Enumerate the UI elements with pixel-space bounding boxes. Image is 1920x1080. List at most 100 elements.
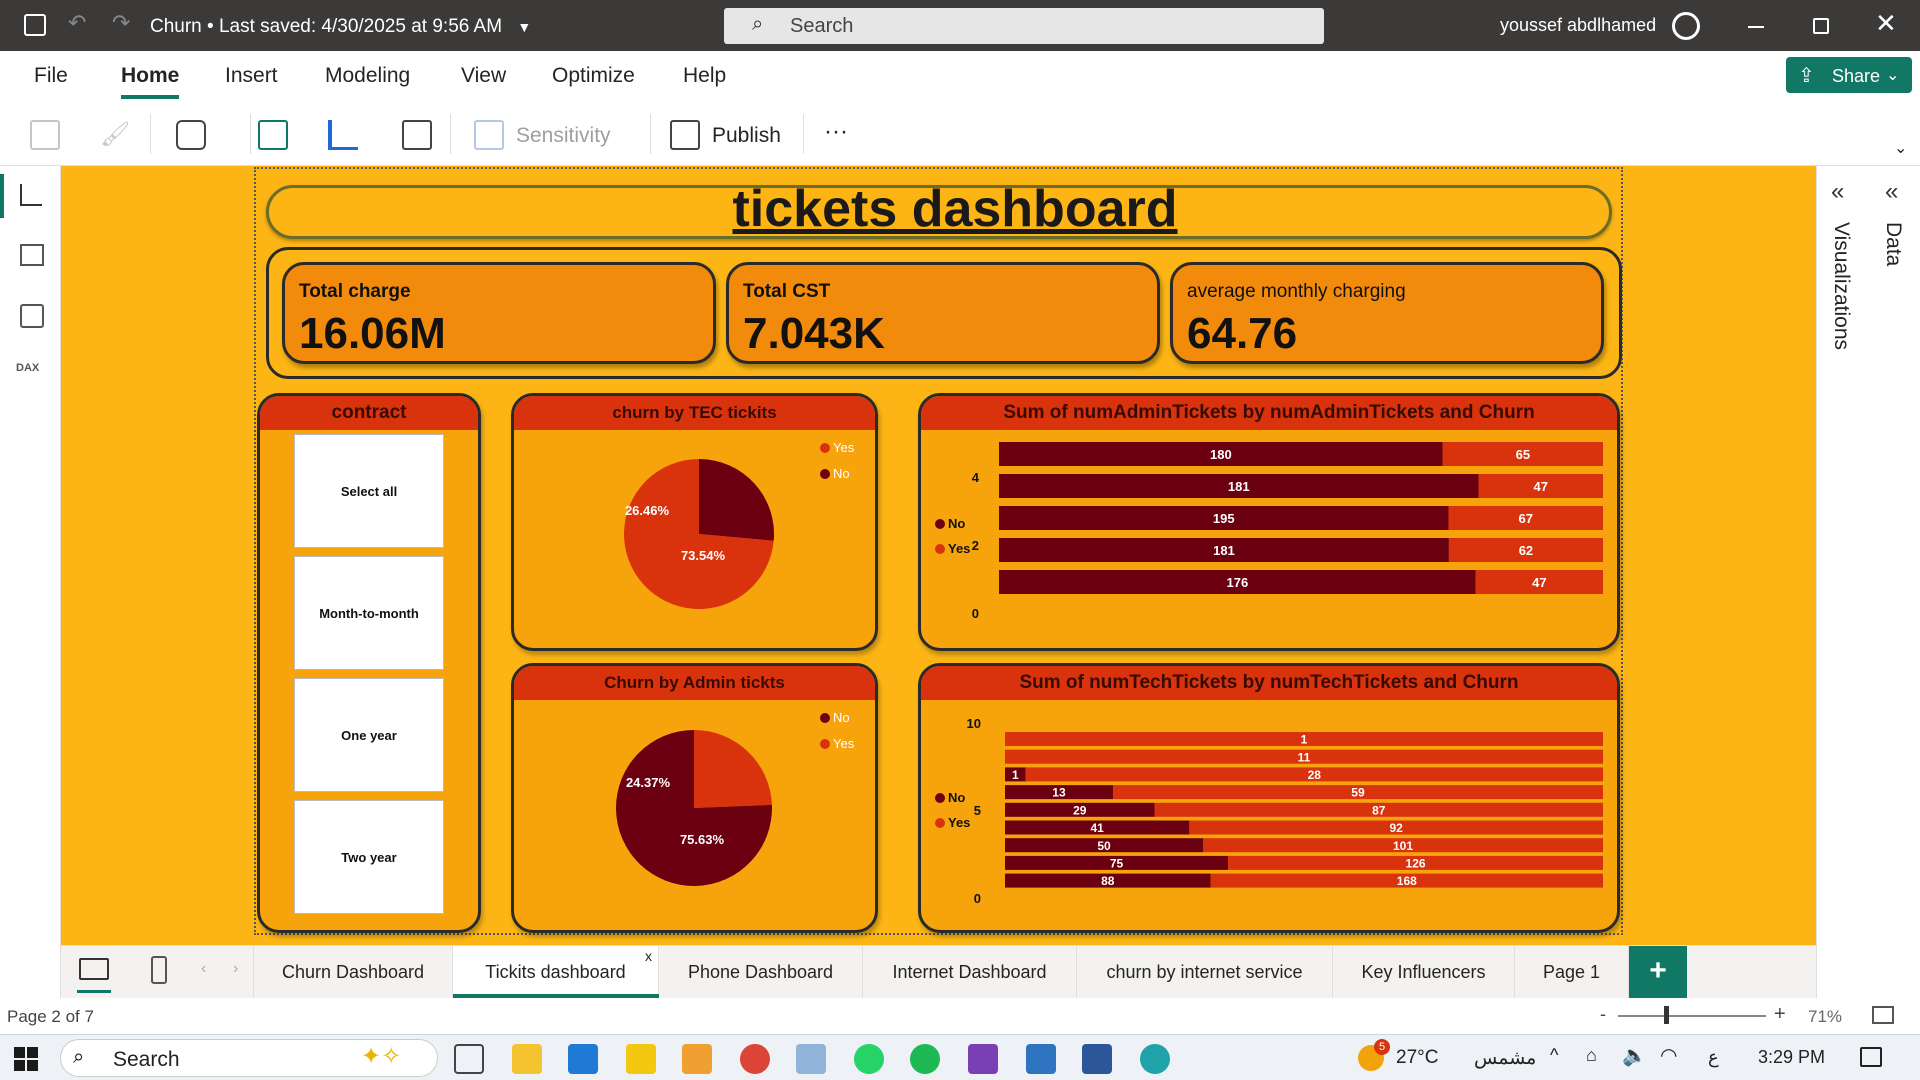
undo-icon[interactable]: ↶	[68, 10, 87, 35]
redo-icon[interactable]: ↷	[112, 10, 131, 35]
bar-segment-no[interactable]	[1005, 820, 1190, 835]
menu-view[interactable]: View	[461, 64, 507, 87]
settings-snowflake-icon[interactable]	[796, 1044, 826, 1074]
slicer-option-select-all[interactable]: Select all	[294, 434, 444, 548]
scroll-left-icon[interactable]: ‹	[201, 960, 207, 977]
menu-home[interactable]: Home	[121, 64, 180, 87]
bar-segment-yes[interactable]	[1112, 785, 1603, 800]
get-data-icon[interactable]	[176, 120, 206, 150]
bar-chart-tech-tickets[interactable]: Sum of numTechTickets by numTechTickets …	[918, 663, 1620, 933]
maximize-icon[interactable]	[1813, 18, 1829, 34]
table-view-icon[interactable]	[20, 244, 44, 266]
tab-internet-dashboard[interactable]: Internet Dashboard	[863, 946, 1077, 998]
whatsapp-icon[interactable]	[854, 1044, 884, 1074]
tab-phone-dashboard[interactable]: Phone Dashboard	[659, 946, 863, 998]
bar-segment-yes[interactable]	[1448, 538, 1603, 562]
paint-icon[interactable]	[682, 1044, 712, 1074]
bar-segment-yes[interactable]	[1189, 820, 1603, 835]
spotify-icon[interactable]	[910, 1044, 940, 1074]
add-page-button[interactable]: +	[1629, 946, 1687, 998]
legend-item[interactable]: Yes	[935, 541, 970, 556]
new-visual-icon[interactable]	[328, 120, 358, 150]
bar-segment-no[interactable]	[1005, 855, 1229, 870]
close-icon[interactable]: ✕	[1875, 8, 1897, 38]
tab-churn-by-internet-service[interactable]: churn by internet service	[1077, 946, 1333, 998]
word-icon[interactable]	[1082, 1044, 1112, 1074]
bar-segment-yes[interactable]	[1442, 442, 1603, 466]
sensitivity-button[interactable]: Sensitivity	[516, 124, 611, 147]
legend-item[interactable]: No	[820, 710, 850, 725]
menu-file[interactable]: File	[34, 64, 68, 87]
bar-segment-yes[interactable]	[1025, 767, 1603, 782]
menu-optimize[interactable]: Optimize	[552, 64, 635, 87]
slicer-option-two-year[interactable]: Two year	[294, 800, 444, 914]
bar-segment-no[interactable]	[1005, 838, 1204, 853]
visual-studio-icon[interactable]	[968, 1044, 998, 1074]
legend-item[interactable]: No	[935, 790, 965, 805]
bar-segment-no[interactable]	[1005, 873, 1211, 888]
desktop-layout-icon[interactable]	[79, 958, 109, 980]
pie-slice-yes[interactable]	[694, 730, 772, 808]
chevron-down-icon[interactable]: ▼	[517, 19, 532, 35]
task-view-icon[interactable]	[454, 1044, 484, 1074]
more-options-button[interactable]: ···	[824, 118, 848, 145]
clock-time[interactable]: 3:29 PM	[1758, 1047, 1826, 1067]
calculator-icon[interactable]	[402, 120, 432, 150]
publish-icon[interactable]	[670, 120, 700, 150]
bar-segment-yes[interactable]	[1005, 749, 1603, 764]
bar-segment-yes[interactable]	[1448, 506, 1603, 530]
bar-segment-yes[interactable]	[1228, 855, 1603, 870]
format-painter-icon[interactable]: 🖌	[100, 121, 131, 148]
report-view-icon[interactable]	[20, 184, 42, 206]
tab-page-1[interactable]: Page 1	[1515, 946, 1629, 998]
slicer-option-month-to-month[interactable]: Month-to-month	[294, 556, 444, 670]
legend-item[interactable]: No	[820, 466, 850, 481]
user-name[interactable]: youssef abdlhamed	[1500, 15, 1657, 35]
menu-insert[interactable]: Insert	[225, 64, 278, 87]
bar-chart-admin-tickets[interactable]: Sum of numAdminTickets by numAdminTicket…	[918, 393, 1620, 651]
notifications-icon[interactable]	[1860, 1047, 1882, 1067]
bar-segment-no[interactable]	[999, 442, 1443, 466]
pie-chart-admin-tickets[interactable]: Churn by Admin tickts No Yes 24.37% 75.6…	[511, 663, 878, 933]
dax-query-icon[interactable]: DAX	[16, 362, 40, 374]
input-language[interactable]: ع	[1708, 1047, 1719, 1067]
bar-segment-yes[interactable]	[1154, 802, 1604, 817]
tab-churn-dashboard[interactable]: Churn Dashboard	[253, 946, 453, 998]
data-pane-label[interactable]: Data	[1882, 222, 1905, 267]
mobile-layout-icon[interactable]	[151, 956, 167, 984]
zoom-in-button[interactable]: +	[1774, 1003, 1786, 1025]
tab-key-influencers[interactable]: Key Influencers	[1333, 946, 1515, 998]
avatar[interactable]	[1672, 12, 1700, 40]
refresh-icon[interactable]	[258, 120, 288, 150]
chevron-up-icon[interactable]: ^	[1550, 1045, 1559, 1065]
bar-segment-yes[interactable]	[1478, 474, 1603, 498]
tab-tickits-dashboard[interactable]: Tickits dashboard x	[453, 946, 659, 998]
slicer-option-one-year[interactable]: One year	[294, 678, 444, 792]
wifi-icon[interactable]: ◠	[1660, 1045, 1678, 1067]
close-tab-icon[interactable]: x	[645, 948, 652, 964]
pie-slice-no[interactable]	[699, 459, 774, 541]
menu-modeling[interactable]: Modeling	[325, 64, 411, 87]
zoom-slider[interactable]	[1618, 1015, 1766, 1017]
paste-icon[interactable]	[30, 120, 60, 150]
bar-segment-yes[interactable]	[1210, 873, 1603, 888]
model-view-icon[interactable]	[20, 304, 44, 328]
zoom-slider-thumb[interactable]	[1664, 1006, 1669, 1024]
publish-button[interactable]: Publish	[712, 124, 781, 147]
weather-condition[interactable]: مشمس	[1474, 1048, 1537, 1069]
share-button[interactable]: ⇪ Share ⌄	[1786, 57, 1912, 93]
legend-item[interactable]: Yes	[935, 815, 970, 830]
legend-item[interactable]: Yes	[820, 736, 854, 751]
visualizations-pane-label[interactable]: Visualizations	[1830, 222, 1853, 351]
bar-segment-yes[interactable]	[1475, 570, 1603, 594]
scroll-right-icon[interactable]: ›	[233, 960, 239, 977]
minimize-icon[interactable]	[1748, 26, 1764, 28]
windows-start-icon[interactable]	[14, 1047, 38, 1071]
sensitivity-icon[interactable]	[474, 120, 504, 150]
file-explorer-icon[interactable]	[512, 1044, 542, 1074]
save-icon[interactable]	[24, 14, 46, 36]
power-bi-icon[interactable]	[626, 1044, 656, 1074]
bar-segment-no[interactable]	[999, 538, 1449, 562]
volume-icon[interactable]: 🔈	[1622, 1045, 1647, 1067]
bar-segment-no[interactable]	[1005, 785, 1113, 800]
